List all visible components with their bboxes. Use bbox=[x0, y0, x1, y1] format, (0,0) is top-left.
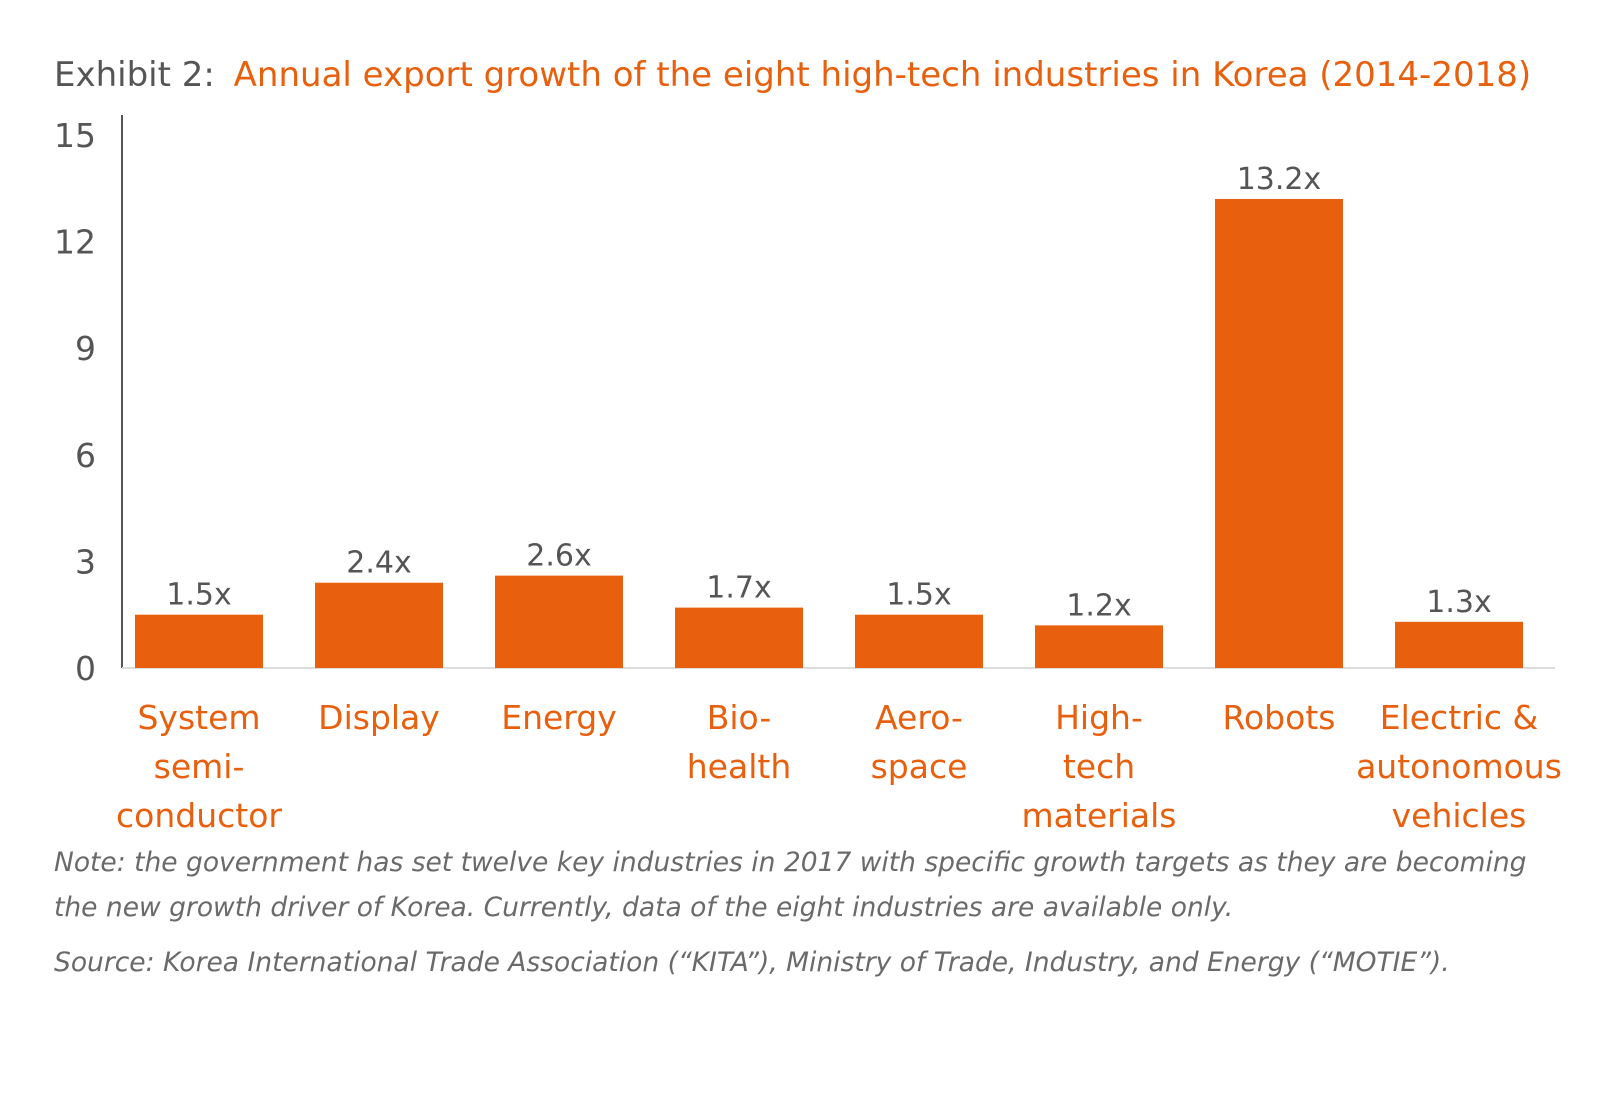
bar bbox=[495, 575, 623, 668]
y-tick-label: 6 bbox=[75, 436, 96, 475]
x-tick-label: Energy bbox=[501, 698, 617, 737]
bar bbox=[1395, 621, 1523, 668]
bar bbox=[855, 614, 983, 668]
y-tick-label: 3 bbox=[75, 542, 96, 581]
x-tick-label: Aero-space bbox=[871, 698, 968, 786]
y-tick-label: 15 bbox=[54, 116, 96, 155]
data-labels: 1.5x 2.4x 2.6x 1.7x 1.5x 1.2x 13.2x 1.3x bbox=[166, 162, 1491, 623]
y-tick-label: 12 bbox=[54, 223, 96, 262]
bars bbox=[135, 198, 1523, 668]
y-tick-label: 0 bbox=[75, 649, 96, 688]
x-tick-label: Electric & autonomous vehicles bbox=[1356, 698, 1562, 835]
x-tick-label: Bio-health bbox=[687, 698, 791, 786]
x-tick-label: High-tech materials bbox=[1022, 698, 1177, 835]
bar bbox=[315, 582, 443, 668]
chart-title: Exhibit 2: Annual export growth of the e… bbox=[54, 55, 1531, 95]
chart-title-main: Annual export growth of the eight high-t… bbox=[234, 55, 1531, 95]
x-axis-labels: System semi-conductor Display Energy Bio-hea… bbox=[116, 698, 1562, 835]
x-tick-label: Robots bbox=[1223, 698, 1336, 737]
chart-source: Source: Korea International Trade Associ… bbox=[54, 947, 1450, 978]
chart-title-prefix: Exhibit 2: bbox=[54, 55, 215, 95]
data-label: 13.2x bbox=[1237, 162, 1322, 197]
bar bbox=[1215, 198, 1343, 668]
bar-chart: Exhibit 2: Annual export growth of the e… bbox=[54, 55, 1562, 835]
data-label: 2.4x bbox=[346, 546, 411, 581]
x-tick-label: Display bbox=[318, 698, 440, 737]
y-tick-label: 9 bbox=[75, 329, 96, 368]
bar bbox=[675, 607, 803, 668]
bar bbox=[135, 614, 263, 668]
chart-note: Note: the government has set twelve key … bbox=[54, 847, 1527, 923]
data-label: 1.5x bbox=[886, 578, 951, 613]
x-tick-label: System semi-conductor bbox=[116, 698, 282, 835]
data-label: 1.5x bbox=[166, 578, 231, 613]
data-label: 1.3x bbox=[1426, 585, 1491, 620]
data-label: 1.2x bbox=[1066, 588, 1131, 623]
data-label: 1.7x bbox=[706, 571, 771, 606]
data-label: 2.6x bbox=[526, 539, 591, 574]
bar bbox=[1035, 625, 1163, 668]
